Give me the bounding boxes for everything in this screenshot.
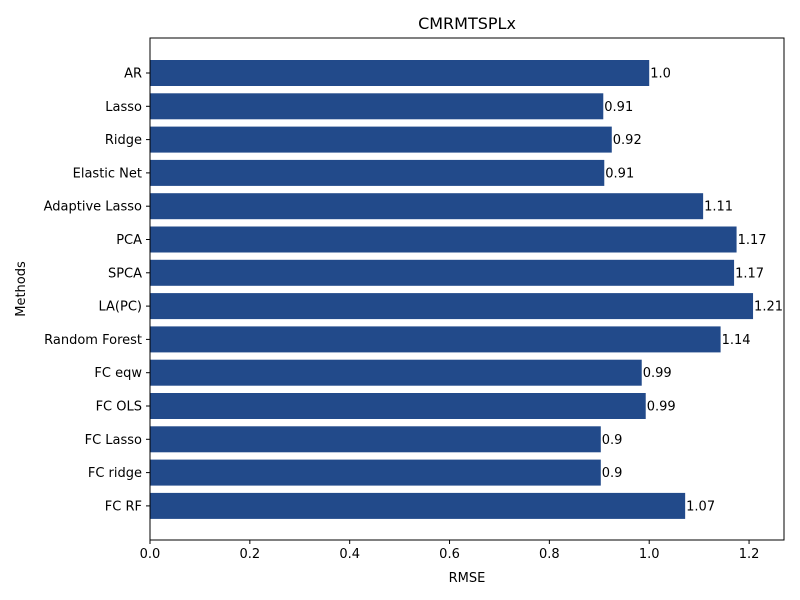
bar [150,492,686,519]
data-label: 0.92 [613,133,642,148]
bar [150,326,721,353]
y-axis-label: Methods [14,261,29,317]
bar [150,359,642,386]
chart-title: CMRMTSPLx [418,14,516,33]
data-label: 0.9 [602,466,623,481]
y-tick-label: Ridge [105,133,142,148]
y-tick-label: Lasso [105,100,142,115]
y-tick-label: Random Forest [44,333,142,348]
plot-frame [149,37,785,541]
bar [150,60,650,86]
data-label: 0.99 [647,400,676,415]
y-tick-label: SPCA [108,266,142,281]
data-label: 1.07 [686,499,715,514]
data-label: 1.21 [754,300,783,315]
bar [150,459,601,486]
bar [150,93,604,120]
x-tick-label: 0.6 [439,547,460,562]
y-tick-label: PCA [116,233,142,248]
y-tick-label: FC Lasso [85,433,142,448]
bar [150,159,605,186]
x-tick-label: 0.0 [140,547,161,562]
data-label: 0.99 [643,366,672,381]
data-label: 1.11 [704,200,733,215]
bar [150,259,735,286]
data-label: 1.0 [650,67,671,82]
y-tick-label: LA(PC) [99,300,143,315]
y-tick-label: FC OLS [96,400,142,415]
data-label: 1.14 [722,333,751,348]
y-tick-label: AR [124,67,142,82]
data-label: 0.9 [602,433,623,448]
x-tick-label: 0.4 [339,547,360,562]
bars-layer [150,60,754,519]
x-axis-label: RMSE [449,571,486,586]
y-tick-label: FC eqw [94,366,142,381]
bar [150,426,601,453]
bar [150,393,646,419]
data-label: 0.91 [604,100,633,115]
y-tick-label: Elastic Net [73,166,142,181]
y-tick-label: Adaptive Lasso [44,200,142,215]
bar [150,126,612,153]
x-axis-ticks: 0.0 0.2 0.4 0.6 0.8 1.0 1.2 [140,540,760,562]
x-tick-label: 1.2 [739,547,760,562]
data-label: 0.91 [605,166,634,181]
x-tick-label: 1.0 [639,547,660,562]
data-label: 1.17 [735,266,764,281]
bar [150,226,737,253]
y-tick-label: FC RF [105,499,142,514]
x-tick-label: 0.8 [539,547,560,562]
bar [150,193,704,220]
y-tick-label: FC ridge [88,466,142,481]
bar [150,293,754,320]
y-axis-ticks: AR Lasso Ridge Elastic Net Adaptive Lasso PCA… [44,67,150,514]
x-tick-label: 0.2 [239,547,260,562]
data-labels-layer: 1.0 0.91 0.92 0.91 1.11 1.17 1.17 1.21 1.14 0.99 0… [602,67,783,515]
data-label: 1.17 [738,233,767,248]
